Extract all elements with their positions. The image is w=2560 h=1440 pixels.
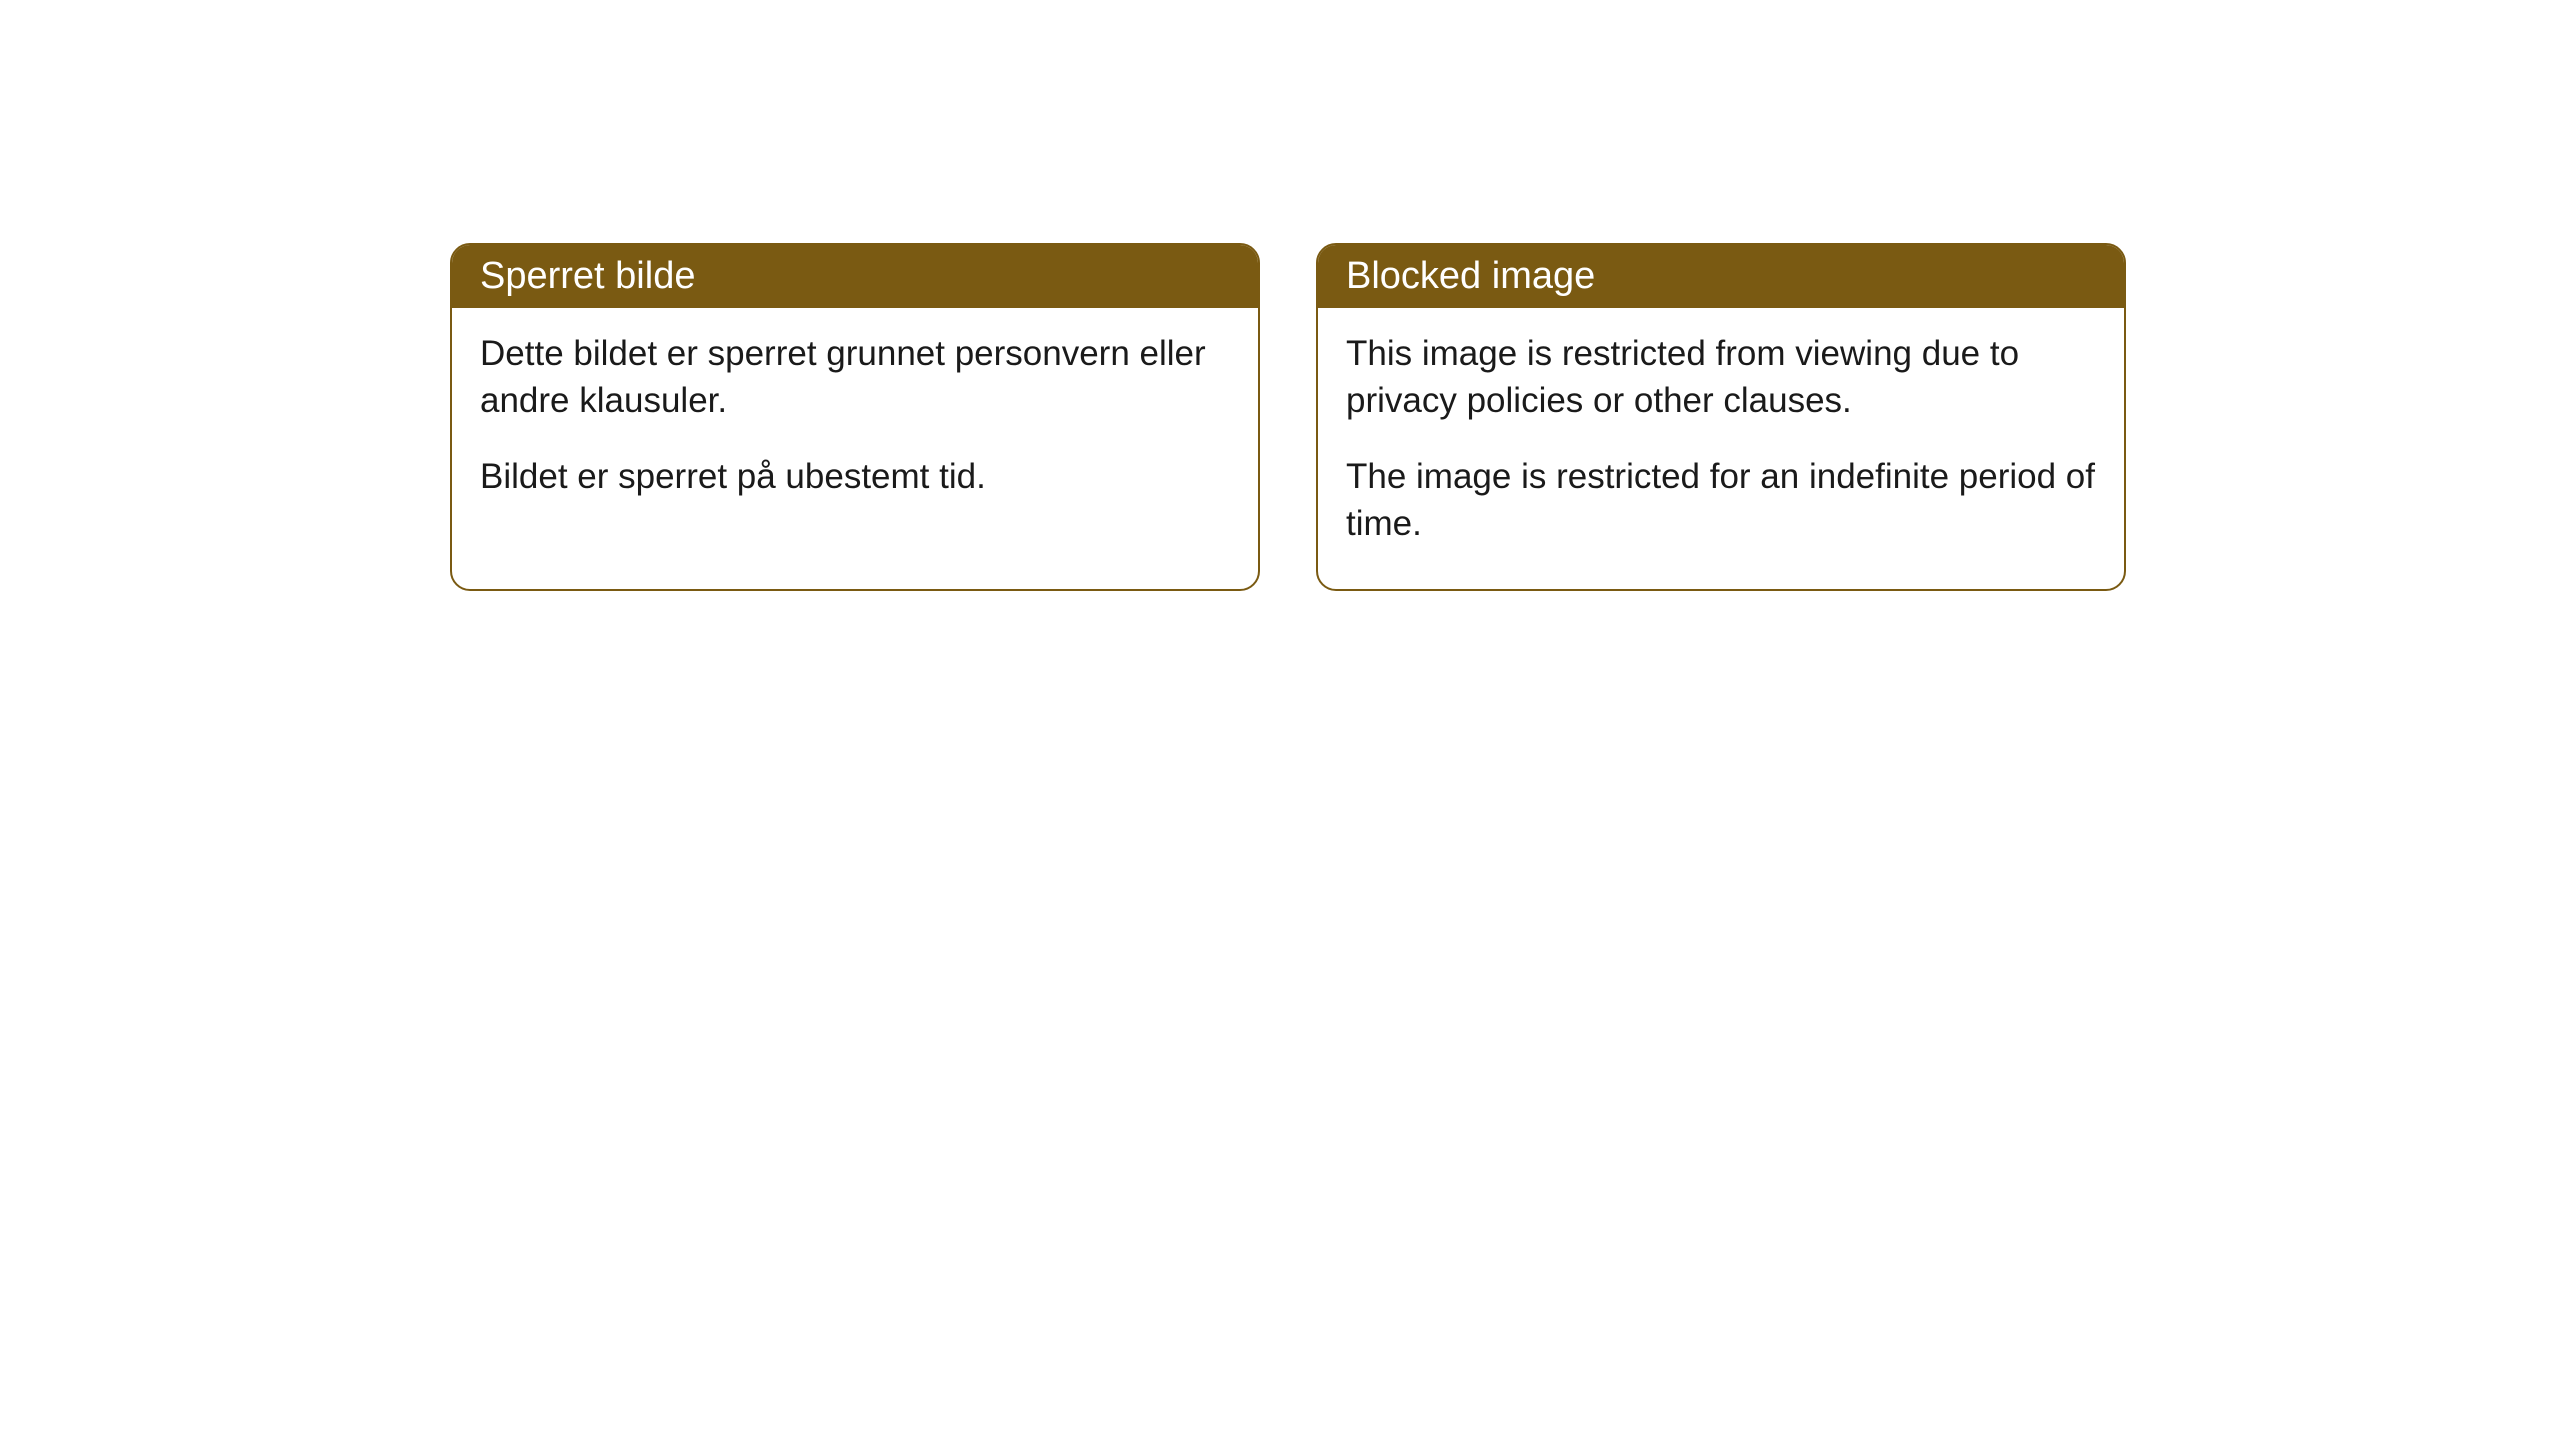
card-paragraph-1: Dette bildet er sperret grunnet personve…: [480, 330, 1230, 425]
card-header: Sperret bilde: [452, 245, 1258, 308]
card-body: This image is restricted from viewing du…: [1318, 308, 2124, 589]
card-paragraph-1: This image is restricted from viewing du…: [1346, 330, 2096, 425]
notice-cards-container: Sperret bilde Dette bildet er sperret gr…: [450, 243, 2126, 591]
card-header: Blocked image: [1318, 245, 2124, 308]
card-body: Dette bildet er sperret grunnet personve…: [452, 308, 1258, 542]
notice-card-norwegian: Sperret bilde Dette bildet er sperret gr…: [450, 243, 1260, 591]
card-title: Blocked image: [1346, 255, 1595, 297]
card-paragraph-2: The image is restricted for an indefinit…: [1346, 453, 2096, 548]
card-paragraph-2: Bildet er sperret på ubestemt tid.: [480, 453, 1230, 500]
card-title: Sperret bilde: [480, 255, 695, 297]
notice-card-english: Blocked image This image is restricted f…: [1316, 243, 2126, 591]
